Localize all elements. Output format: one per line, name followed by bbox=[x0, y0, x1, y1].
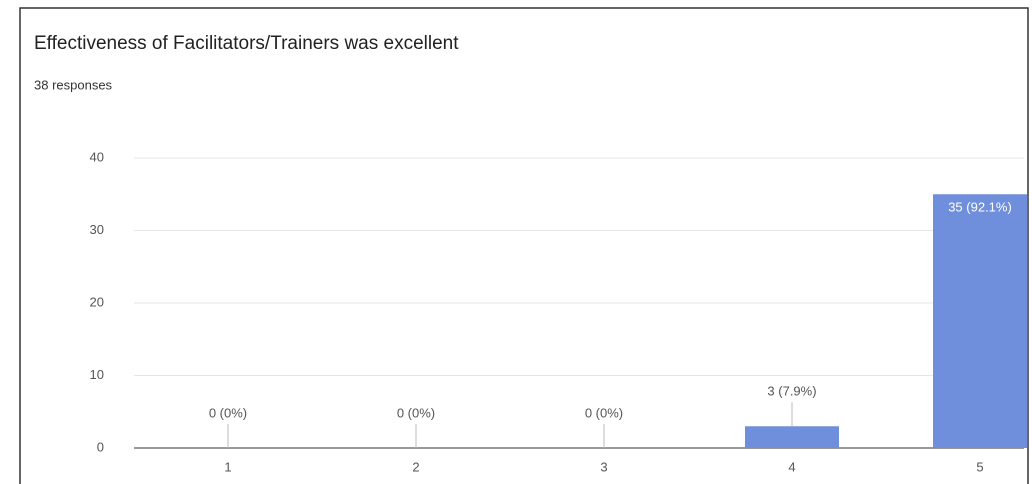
value-label: 0 (0%) bbox=[585, 405, 623, 420]
chart-subtitle: 38 responses bbox=[34, 77, 113, 92]
x-tick-label: 3 bbox=[600, 459, 607, 474]
y-tick-label: 0 bbox=[97, 439, 104, 454]
x-tick-label: 4 bbox=[788, 459, 795, 474]
value-label: 0 (0%) bbox=[209, 405, 247, 420]
card-frame bbox=[19, 7, 1029, 484]
value-label: 0 (0%) bbox=[397, 405, 435, 420]
bar bbox=[745, 426, 839, 448]
x-tick-label: 5 bbox=[976, 459, 983, 474]
value-label: 35 (92.1%) bbox=[948, 200, 1012, 215]
y-tick-label: 30 bbox=[90, 222, 104, 237]
value-label: 3 (7.9%) bbox=[767, 384, 816, 399]
x-tick-label: 2 bbox=[412, 459, 419, 474]
y-tick-label: 20 bbox=[90, 294, 104, 309]
bar bbox=[933, 194, 1027, 448]
y-tick-label: 40 bbox=[90, 149, 104, 164]
chart-title: Effectiveness of Facilitators/Trainers w… bbox=[34, 33, 459, 54]
x-tick-label: 1 bbox=[224, 459, 231, 474]
y-tick-label: 10 bbox=[90, 367, 104, 382]
